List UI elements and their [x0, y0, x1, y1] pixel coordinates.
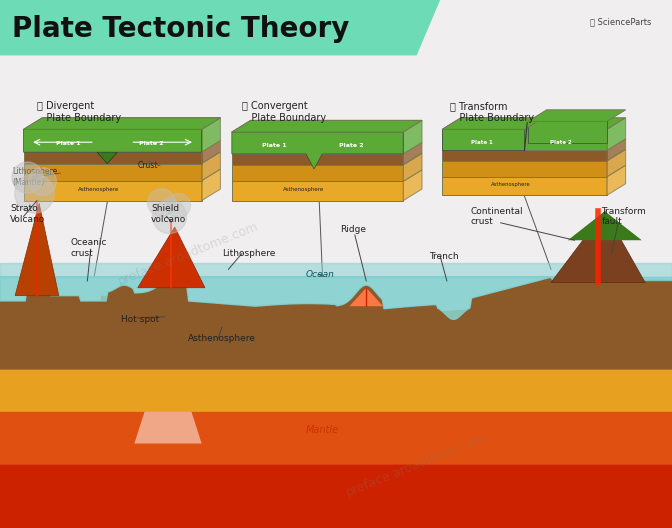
Text: Continental
crust: Continental crust — [470, 207, 523, 226]
Polygon shape — [202, 140, 220, 164]
Polygon shape — [607, 165, 626, 195]
Text: Asthenosphere: Asthenosphere — [188, 334, 256, 344]
Text: Ocean: Ocean — [306, 270, 335, 279]
Bar — [0, 412, 672, 528]
Point — [28, 188, 39, 197]
Polygon shape — [138, 227, 205, 288]
Polygon shape — [403, 153, 422, 182]
Text: Crust: Crust — [138, 161, 159, 171]
Polygon shape — [568, 211, 642, 240]
Polygon shape — [15, 203, 59, 296]
Text: Plate Tectonic Theory: Plate Tectonic Theory — [12, 14, 349, 43]
Polygon shape — [442, 129, 607, 150]
Polygon shape — [24, 152, 202, 164]
Polygon shape — [607, 139, 626, 161]
Text: Transform
fault: Transform fault — [601, 207, 646, 226]
Text: Shield
volcano: Shield volcano — [151, 204, 186, 223]
Text: ⓘ Divergent
   Plate Boundary: ⓘ Divergent Plate Boundary — [37, 101, 121, 124]
Point — [36, 176, 47, 185]
Polygon shape — [232, 165, 403, 182]
Bar — [0, 253, 672, 528]
Polygon shape — [134, 380, 202, 444]
Text: Mantle: Mantle — [306, 426, 339, 435]
Polygon shape — [349, 288, 383, 306]
Text: preface.aroadtome.com: preface.aroadtome.com — [344, 430, 489, 499]
Polygon shape — [232, 132, 403, 154]
Text: Hot spot: Hot spot — [121, 315, 159, 324]
Text: Plate 1: Plate 1 — [262, 143, 287, 148]
Text: Asthenosphere: Asthenosphere — [283, 187, 325, 192]
Text: Plate 2: Plate 2 — [339, 143, 364, 148]
Polygon shape — [232, 154, 403, 165]
Polygon shape — [551, 211, 645, 282]
Text: Lithosphere
(Mantle): Lithosphere (Mantle) — [12, 167, 57, 186]
Point — [22, 173, 32, 181]
Text: Lithosphere: Lithosphere — [222, 249, 275, 258]
Polygon shape — [24, 118, 220, 129]
Polygon shape — [24, 164, 202, 181]
Point — [156, 197, 167, 206]
Text: Plate 1: Plate 1 — [471, 140, 493, 145]
Text: preface.aroadtome.com: preface.aroadtome.com — [116, 219, 261, 288]
Polygon shape — [24, 181, 202, 201]
Polygon shape — [97, 152, 118, 164]
Text: Oceanic
crust: Oceanic crust — [71, 239, 107, 258]
Text: Plate 2: Plate 2 — [550, 140, 572, 145]
Text: Asthenosphere: Asthenosphere — [491, 182, 531, 187]
Polygon shape — [232, 120, 422, 132]
Polygon shape — [442, 177, 607, 195]
Polygon shape — [0, 296, 672, 351]
Polygon shape — [232, 182, 403, 201]
Polygon shape — [202, 152, 220, 181]
Polygon shape — [528, 110, 626, 121]
Text: Plate 1: Plate 1 — [56, 141, 81, 146]
Polygon shape — [403, 120, 422, 154]
Text: ⓚ Transform
   Plate Boundary: ⓚ Transform Plate Boundary — [450, 101, 534, 124]
Polygon shape — [442, 129, 524, 150]
Polygon shape — [607, 149, 626, 177]
Polygon shape — [232, 132, 403, 169]
Polygon shape — [0, 359, 672, 465]
Text: Plate 2: Plate 2 — [139, 141, 164, 146]
Polygon shape — [202, 169, 220, 201]
Text: Asthenosphere: Asthenosphere — [78, 187, 119, 192]
Polygon shape — [403, 143, 422, 165]
Text: Trench: Trench — [429, 251, 458, 261]
Text: Strato
Volcano: Strato Volcano — [10, 204, 45, 223]
Text: Ⓢ ScienceParts: Ⓢ ScienceParts — [591, 17, 652, 26]
Point — [164, 212, 175, 221]
Polygon shape — [403, 170, 422, 201]
Polygon shape — [442, 161, 607, 177]
Point — [173, 201, 183, 209]
Polygon shape — [0, 320, 672, 412]
Polygon shape — [24, 129, 202, 152]
Polygon shape — [232, 120, 422, 132]
Polygon shape — [0, 0, 440, 55]
Polygon shape — [442, 118, 626, 129]
Polygon shape — [442, 118, 543, 129]
Text: Ridge: Ridge — [340, 225, 366, 234]
Polygon shape — [202, 118, 220, 152]
Polygon shape — [528, 121, 607, 143]
Polygon shape — [24, 129, 202, 164]
Polygon shape — [607, 118, 626, 150]
Polygon shape — [24, 118, 220, 129]
Polygon shape — [442, 150, 607, 161]
Text: ⓙ Convergent
   Plate Boundary: ⓙ Convergent Plate Boundary — [242, 101, 326, 124]
Polygon shape — [0, 276, 672, 370]
